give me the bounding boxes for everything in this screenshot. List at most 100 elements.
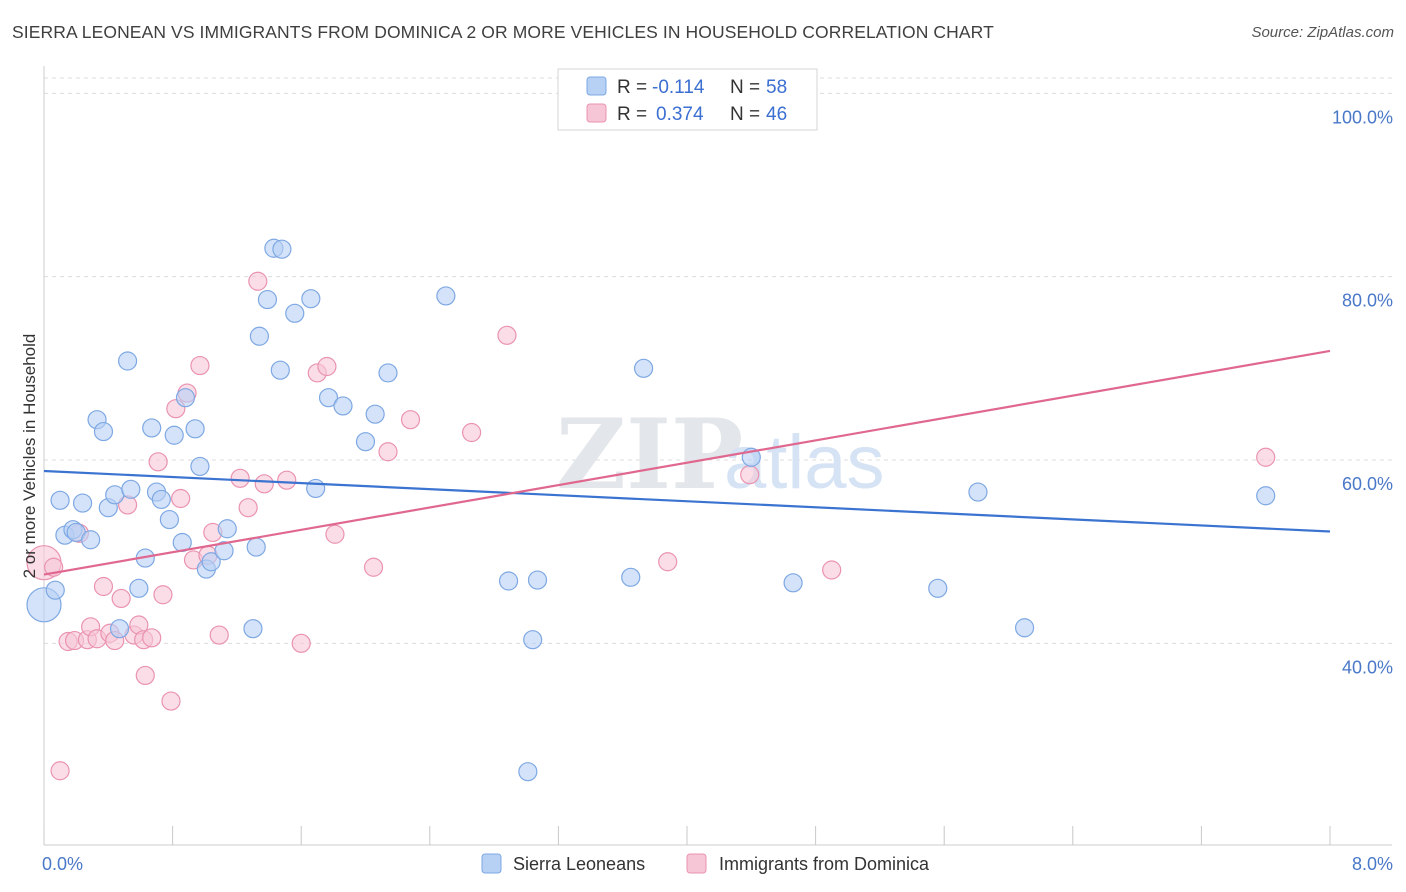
- sierra-leonean-point: [306, 478, 326, 499]
- dominica-point: [248, 271, 268, 291]
- legend-n-value-2: 46: [766, 104, 787, 125]
- dominica-point: [325, 524, 345, 544]
- watermark-zip: ZIP: [556, 398, 743, 511]
- y-tick-label: 80.0%: [1342, 291, 1393, 311]
- dominica-point: [497, 325, 517, 345]
- sierra-leonean-point: [201, 552, 221, 572]
- dominica-point: [378, 442, 398, 462]
- sierra-leonean-point: [527, 570, 548, 590]
- dominica-point: [658, 552, 678, 572]
- axes: [43, 66, 1392, 846]
- legend-swatch-dominica: [586, 103, 607, 123]
- sierra-leonean-point: [318, 388, 339, 408]
- dominica-point: [740, 465, 760, 485]
- dominica-point: [1256, 447, 1276, 467]
- dominica-point: [461, 422, 482, 443]
- y-tick-label: 100.0%: [1332, 107, 1393, 127]
- sierra-leonean-point: [333, 396, 353, 416]
- dominica-point: [209, 625, 229, 645]
- sierra-leonean-point: [928, 578, 948, 598]
- dominica-trend-line: [43, 349, 1331, 576]
- source-label: Source: ZipAtlas.com: [1251, 24, 1394, 41]
- sierra-leonean-point: [621, 567, 641, 587]
- sierra-leonean-point: [50, 490, 70, 510]
- dominica-point: [153, 585, 173, 605]
- dominica-point: [822, 560, 842, 580]
- sierra-leonean-point: [190, 456, 210, 477]
- sierra-leonean-point: [270, 360, 290, 380]
- sierra-leonean-point: [518, 762, 538, 782]
- dominica-point: [135, 665, 155, 686]
- sierra-leonean-point: [246, 537, 266, 557]
- sierra-leonean-point: [272, 239, 292, 259]
- bottom-legend-label-sierra-leoneans: Sierra Leoneans: [513, 854, 645, 874]
- dominica-point: [317, 356, 337, 377]
- y-axis-label: 2 or more Vehicles in Household: [20, 334, 39, 579]
- sierra-leonean-point: [109, 619, 130, 639]
- dominica-point: [171, 488, 191, 509]
- tick-labels: 40.0% 60.0% 80.0% 100.0% 0.0% 8.0%: [42, 107, 1393, 874]
- sierra-leonean-point: [117, 351, 138, 371]
- sierra-leonean-point: [72, 493, 93, 513]
- bottom-legend-swatch-dominica: [686, 853, 707, 874]
- sierra-leonean-point: [243, 619, 263, 639]
- sierra-leonean-point: [81, 530, 101, 550]
- legend-n-value-1: 58: [766, 77, 787, 98]
- sierra-leonean-point: [365, 404, 385, 424]
- bottom-legend-swatch-sierra-leoneans: [481, 853, 502, 874]
- legend-r-value-1: -0.114: [652, 77, 705, 98]
- watermark: ZIP atlas: [556, 398, 885, 511]
- dominica-point: [230, 468, 250, 488]
- sierra-leonean-point: [142, 418, 162, 438]
- sierra-leonean-point: [301, 289, 321, 309]
- dominica-point: [238, 498, 258, 518]
- sierra-leonean-point: [968, 482, 988, 502]
- bottom-legend: Sierra Leoneans Immigrants from Dominica: [481, 853, 930, 874]
- sierra-leonean-point: [498, 571, 519, 591]
- sierra-leonean-point: [257, 289, 278, 310]
- sierra-leonean-point: [214, 541, 234, 561]
- dominica-point: [400, 410, 421, 430]
- x-tick-label: 8.0%: [1352, 854, 1393, 874]
- legend-r-label-2: R =: [617, 104, 647, 125]
- dominica-point: [363, 557, 384, 577]
- sierra-leonean-point: [159, 509, 179, 530]
- dominica-point: [50, 761, 70, 781]
- dominica-point: [93, 576, 114, 597]
- sierra-leonean-point: [45, 580, 65, 600]
- grid-lines: [44, 77, 1392, 644]
- sierra-leonean-trend-line: [43, 469, 1331, 533]
- sierra-leonean-point: [1256, 486, 1276, 506]
- dominica-point: [190, 355, 210, 376]
- sierra-leonean-point: [105, 485, 125, 505]
- sierra-leonean-point: [185, 419, 205, 439]
- y-tick-label: 60.0%: [1342, 474, 1393, 494]
- sierra-leonean-point: [129, 578, 149, 598]
- dominica-point: [148, 452, 168, 472]
- bottom-legend-label-dominica: Immigrants from Dominica: [719, 854, 930, 874]
- sierra-leonean-point: [1014, 618, 1035, 638]
- sierra-leonean-point: [93, 421, 114, 442]
- sierra-leonean-point: [121, 479, 141, 499]
- dominica-point: [142, 628, 162, 648]
- sierra-leonean-point: [164, 425, 184, 445]
- sierra-leonean-point: [217, 519, 237, 539]
- legend-r-value-2: 0.374: [656, 104, 704, 125]
- y-tick-label: 40.0%: [1342, 657, 1393, 677]
- dominica-point: [161, 691, 181, 711]
- legend-swatch-sierra-leoneans: [586, 76, 607, 96]
- sierra-leonean-point: [285, 303, 305, 323]
- chart-title: SIERRA LEONEAN VS IMMIGRANTS FROM DOMINI…: [12, 22, 994, 42]
- sierra-leonean-point: [355, 432, 376, 452]
- trend-lines: [43, 349, 1331, 576]
- dominica-point: [277, 470, 297, 490]
- dominica-point: [254, 474, 274, 494]
- data-points: [26, 238, 1276, 782]
- dominica-point: [111, 588, 131, 609]
- sierra-leonean-point: [783, 573, 803, 593]
- x-tick-label: 0.0%: [42, 854, 83, 874]
- sierra-leonean-point: [151, 489, 171, 510]
- legend-n-label-2: N =: [730, 104, 760, 125]
- legend-r-label-1: R =: [617, 77, 647, 98]
